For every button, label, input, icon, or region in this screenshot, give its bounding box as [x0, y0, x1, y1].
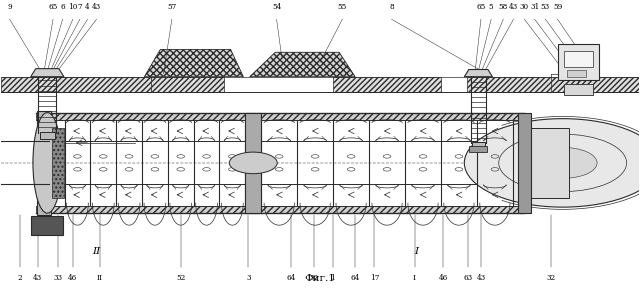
Bar — [564, 84, 593, 95]
Text: 53: 53 — [541, 3, 550, 11]
Text: 1: 1 — [330, 273, 335, 282]
Circle shape — [229, 152, 277, 174]
Circle shape — [528, 147, 597, 178]
Text: 4: 4 — [85, 3, 90, 11]
Text: 10: 10 — [68, 3, 77, 11]
Text: 32: 32 — [547, 273, 556, 282]
Text: 7: 7 — [77, 3, 82, 11]
Text: 5: 5 — [489, 3, 493, 11]
Bar — [467, 77, 639, 93]
Text: II: II — [92, 247, 100, 256]
Bar — [1, 77, 151, 93]
Text: 6: 6 — [60, 3, 65, 11]
Bar — [557, 44, 599, 79]
Bar — [245, 113, 261, 213]
Bar — [31, 216, 63, 235]
Bar — [564, 51, 593, 67]
Text: 52: 52 — [176, 273, 186, 282]
Text: 57: 57 — [167, 3, 177, 11]
Polygon shape — [145, 49, 243, 77]
Circle shape — [465, 119, 640, 207]
Bar — [521, 128, 569, 198]
Text: 63: 63 — [463, 273, 473, 282]
Text: 64: 64 — [287, 273, 296, 282]
Text: 55: 55 — [338, 3, 347, 11]
Bar — [151, 77, 224, 93]
Bar — [567, 70, 586, 77]
Text: 52: 52 — [309, 273, 318, 282]
Text: 46: 46 — [68, 273, 77, 282]
Text: 43: 43 — [92, 3, 101, 11]
Text: 43: 43 — [509, 3, 518, 11]
Bar — [52, 128, 64, 198]
Bar — [36, 206, 524, 213]
Bar — [518, 113, 531, 213]
Bar — [472, 142, 484, 148]
Text: I: I — [413, 273, 416, 282]
Ellipse shape — [33, 113, 61, 213]
Bar — [333, 77, 442, 93]
Text: 59: 59 — [553, 3, 562, 11]
Text: 43: 43 — [476, 273, 486, 282]
Text: 65: 65 — [49, 3, 58, 11]
Text: 30: 30 — [520, 3, 529, 11]
Text: 43: 43 — [33, 273, 42, 282]
Polygon shape — [31, 69, 64, 77]
Text: 58: 58 — [499, 3, 508, 11]
Polygon shape — [250, 52, 355, 77]
Polygon shape — [465, 70, 492, 77]
Text: 46: 46 — [438, 273, 448, 282]
Bar — [37, 111, 51, 215]
Text: 33: 33 — [54, 273, 63, 282]
Text: 17: 17 — [369, 273, 379, 282]
Text: 31: 31 — [530, 3, 539, 11]
Text: I: I — [413, 247, 418, 256]
Bar — [469, 146, 487, 152]
Text: 8: 8 — [389, 3, 394, 11]
Text: 3: 3 — [246, 273, 251, 282]
Text: 54: 54 — [272, 3, 281, 11]
Text: 64: 64 — [351, 273, 360, 282]
Text: 2: 2 — [17, 273, 22, 282]
Bar — [40, 132, 55, 139]
Text: 9: 9 — [7, 3, 12, 11]
Text: Фиг.1: Фиг.1 — [305, 274, 335, 283]
Text: 65: 65 — [476, 3, 486, 11]
Text: II: II — [97, 273, 102, 282]
Bar — [36, 113, 524, 120]
